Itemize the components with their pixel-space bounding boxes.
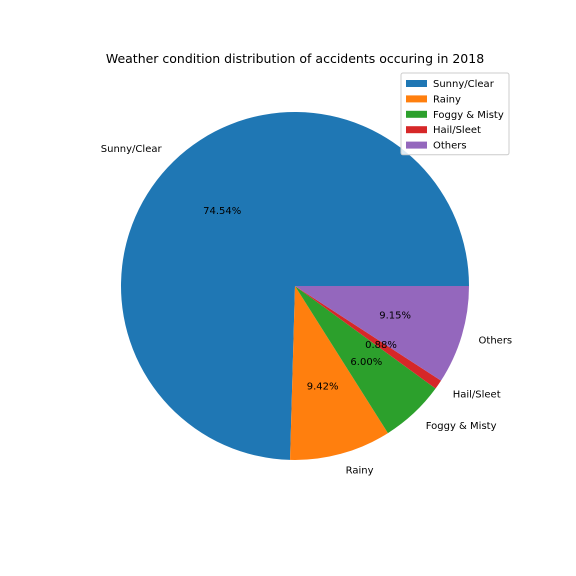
pie-slice-hail-sleet (295, 286, 442, 389)
pie-slices (121, 112, 469, 461)
slice-label-rainy: Rainy (346, 466, 374, 477)
legend-swatch-rainy (406, 95, 427, 103)
legend-entry-foggy-misty: Foggy & Misty (433, 110, 504, 121)
pct-label-foggy-misty: 6.00% (350, 357, 382, 368)
pie-slice-foggy-misty (295, 286, 436, 434)
legend-swatch-foggy-misty (406, 110, 427, 118)
legend-entry-others: Others (433, 141, 467, 152)
legend-entry-rainy: Rainy (433, 94, 461, 105)
legend-entry-hail-sleet: Hail/Sleet (433, 125, 481, 136)
legend-entry-sunny-clear: Sunny/Clear (433, 79, 495, 90)
pie-slice-rainy (290, 286, 388, 461)
pct-label-sunny-clear: 74.54% (203, 206, 241, 217)
percentage-labels: 74.54% 9.42% 6.00% 0.88% 9.15% (203, 206, 411, 393)
legend-swatch-hail-sleet (406, 126, 427, 134)
slice-label-sunny-clear: Sunny/Clear (101, 144, 163, 155)
slice-label-others: Others (479, 335, 513, 346)
pct-label-hail-sleet: 0.88% (365, 340, 397, 351)
pie-slice-sunny-clear (121, 112, 469, 460)
pct-label-rainy: 9.42% (307, 382, 339, 393)
chart-title: Weather condition distribution of accide… (106, 51, 484, 66)
legend-swatch-sunny-clear (406, 80, 427, 87)
legend-frame (400, 72, 510, 156)
slice-label-foggy-misty: Foggy & Misty (426, 421, 497, 432)
slice-label-hail-sleet: Hail/Sleet (453, 389, 501, 400)
legend-swatch-others (406, 141, 427, 149)
pie-slice-others (295, 286, 469, 381)
pct-label-others: 9.15% (379, 311, 411, 322)
slice-labels: Sunny/Clear Rainy Foggy & Misty Hail/Sleet O… (101, 144, 512, 477)
legend: Sunny/Clear Rainy Foggy & Misty Hail/Sleet O… (400, 72, 510, 156)
